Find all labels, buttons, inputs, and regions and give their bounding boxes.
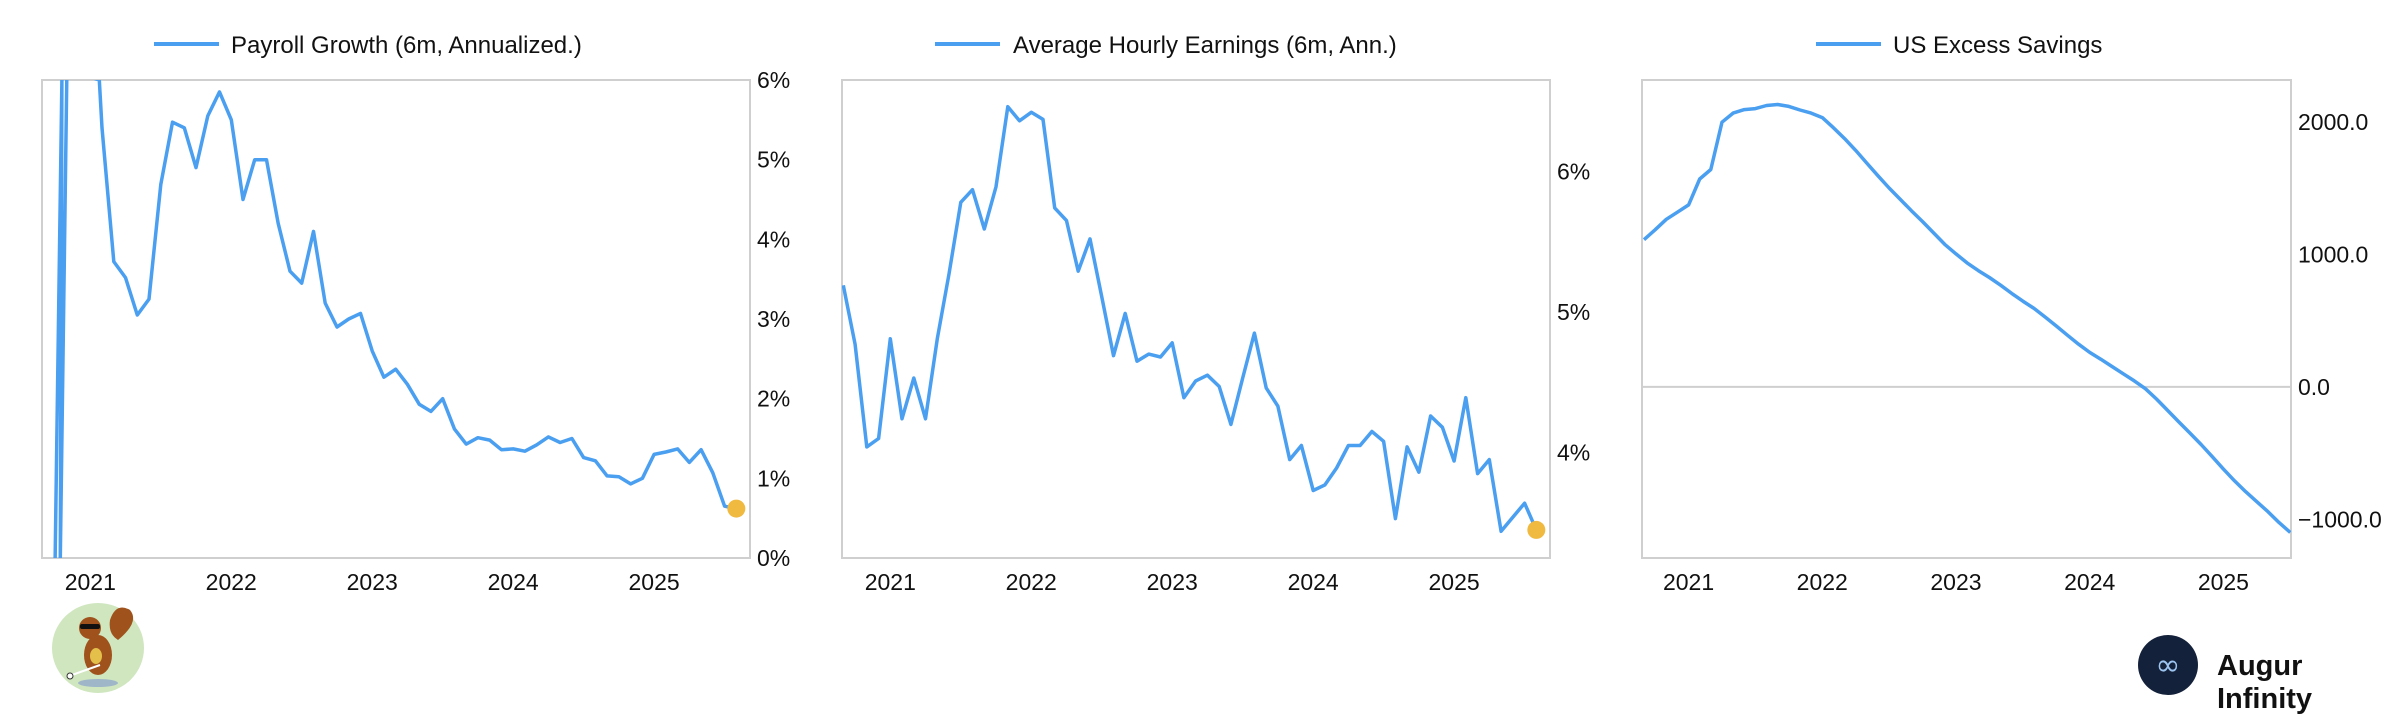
plot-frame — [41, 79, 751, 559]
squirrel-logo — [52, 603, 144, 693]
legend-label: Payroll Growth (6m, Annualized.) — [231, 32, 582, 59]
x-tick-label: 2021 — [1663, 569, 1714, 595]
augur-infinity-brand-text: Augur Infinity — [2217, 650, 2313, 715]
y-tick-label: 4% — [757, 226, 790, 252]
y-tick-label: 1% — [757, 465, 790, 491]
x-tick-label: 2024 — [488, 569, 539, 595]
x-tick-label: 2021 — [865, 569, 916, 595]
chart-panel-2: Average Hourly Earnings (6m, Ann.) 4% 5% 6%… — [841, 32, 1590, 595]
y-tick-label: 2000.0 — [2298, 109, 2368, 135]
y-tick-label: 6% — [757, 67, 790, 93]
x-tick-label: 2025 — [629, 569, 680, 595]
x-tick-label: 2025 — [1429, 569, 1480, 595]
x-tick-label: 2024 — [1288, 569, 1339, 595]
x-tick-label: 2022 — [1006, 569, 1057, 595]
x-tick-label: 2021 — [65, 569, 116, 595]
y-tick-label: 5% — [757, 147, 790, 173]
chart-panel-3: US Excess Savings −1000.0 0.0 1000.0 2000.0 2… — [1641, 32, 2382, 595]
y-tick-label: 3% — [757, 306, 790, 332]
y-tick-label: 0.0 — [2298, 374, 2330, 400]
x-tick-label: 2023 — [1930, 569, 1981, 595]
x-tick-label: 2022 — [206, 569, 257, 595]
legend-label: US Excess Savings — [1893, 32, 2102, 59]
y-tick-label: 0% — [757, 545, 790, 571]
last-value-marker — [1527, 520, 1546, 539]
y-tick-label: −1000.0 — [2298, 506, 2382, 532]
series-line — [53, 80, 737, 558]
x-tick-label: 2023 — [1147, 569, 1198, 595]
y-tick-label: 6% — [1557, 158, 1590, 184]
svg-text:∞: ∞ — [2156, 648, 2181, 683]
plot-frame — [841, 79, 1551, 559]
x-tick-label: 2022 — [1797, 569, 1848, 595]
x-tick-label: 2023 — [347, 569, 398, 595]
last-value-marker — [727, 499, 746, 518]
plot-frame — [1641, 79, 2292, 559]
series-line — [842, 104, 1538, 534]
y-tick-label: 5% — [1557, 299, 1590, 325]
chart-panel-1: Payroll Growth (6m, Annualized.) 0% 1% 2% 3%… — [41, 32, 790, 595]
legend-label: Average Hourly Earnings (6m, Ann.) — [1013, 32, 1397, 59]
y-tick-label: 2% — [757, 386, 790, 412]
augur-infinity-logo: ∞ — [2138, 635, 2198, 695]
y-tick-label: 1000.0 — [2298, 241, 2368, 267]
x-tick-label: 2025 — [2198, 569, 2249, 595]
y-tick-label: 4% — [1557, 440, 1590, 466]
series-line — [1642, 102, 2291, 534]
x-tick-label: 2024 — [2064, 569, 2115, 595]
